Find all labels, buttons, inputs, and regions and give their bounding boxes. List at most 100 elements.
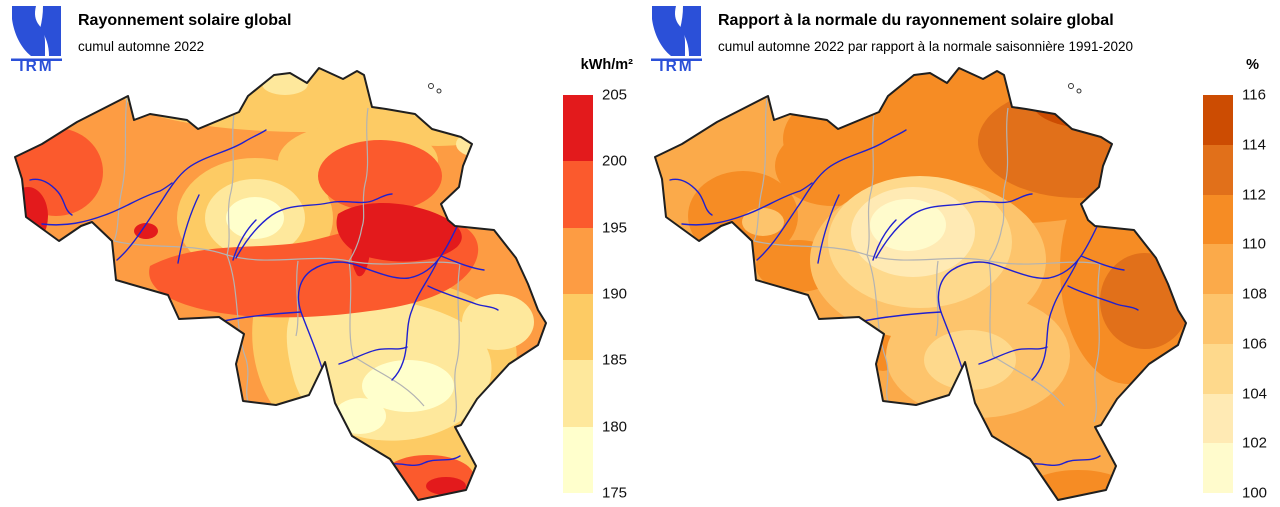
legend-swatch [1203, 244, 1233, 294]
solar-radiation-panel: IRM Rayonnement solaire global cumul aut… [11, 6, 633, 502]
province-border [295, 260, 299, 337]
province-border [226, 254, 249, 403]
page-subtitle-right: cumul automne 2022 par rapport à la norm… [718, 39, 1134, 54]
map-zone [426, 477, 466, 495]
irm-logo-right-shape [40, 6, 61, 56]
province-border [361, 107, 369, 228]
river-line [669, 178, 713, 216]
province-border [348, 226, 363, 262]
country-outline [14, 67, 547, 501]
river-line [817, 194, 840, 264]
irm-logo-left-shape [652, 6, 685, 56]
river-line [427, 285, 499, 311]
province-border [113, 240, 461, 265]
belgium-map-radiation-anomaly [654, 67, 1187, 501]
legend-tick-label: 104 [1242, 385, 1268, 402]
legend-tick-label: 100 [1242, 484, 1268, 502]
belgium-map-solar-radiation [14, 67, 547, 501]
legend-tick-label: 195 [602, 219, 628, 237]
map-zone [318, 140, 442, 212]
radiation-anomaly-panel: IRM Rapport à la normale du rayonnement … [640, 0, 1280, 507]
enclave-dot [1076, 88, 1082, 94]
legend-tick-label: 200 [602, 152, 628, 170]
province-border [866, 113, 875, 256]
irm-logo-left-shape [12, 6, 45, 56]
map-zone [362, 360, 454, 412]
legend-color-bar [563, 95, 593, 493]
province-border [753, 240, 1101, 265]
irm-logo: IRM [11, 6, 62, 72]
province-border [753, 97, 768, 242]
map-fill-zones [655, 68, 1186, 500]
province-border [453, 263, 461, 423]
enclave-dot [436, 88, 442, 94]
map-zone [134, 223, 158, 239]
river-line [1080, 255, 1125, 271]
map-zone [15, 187, 48, 245]
province-border [113, 97, 128, 242]
river-line [756, 129, 907, 261]
legend-tick-label: 114 [1242, 136, 1266, 154]
legend-tick-label: 106 [1242, 335, 1268, 353]
river-line [29, 178, 73, 216]
river-line [177, 194, 200, 264]
legend-tick-label: 110 [1242, 235, 1266, 253]
map-zone [947, 412, 979, 436]
river-line [681, 182, 813, 226]
map-zone [15, 128, 103, 216]
river-line [872, 219, 897, 261]
legend-swatch [563, 360, 593, 427]
enclave-dot [428, 83, 434, 89]
country-outline [654, 67, 1187, 501]
legend-swatch [1203, 194, 1233, 245]
river-line [41, 182, 173, 226]
legend-tick-label: 116 [1242, 86, 1266, 104]
river-line [440, 255, 485, 271]
legend-swatch [563, 95, 593, 162]
irm-logo-text: IRM [19, 58, 53, 72]
province-border [988, 260, 994, 357]
enclave-dot [1068, 83, 1074, 89]
province-border [992, 355, 1065, 407]
map-zone [924, 330, 1016, 390]
map-zone [262, 73, 308, 95]
right-titles: Rapport à la normale du rayonnement sola… [718, 12, 1133, 54]
map-zone [462, 294, 534, 350]
river-line [1031, 259, 1079, 381]
map-zone [226, 197, 284, 239]
legend-swatch [1203, 95, 1233, 145]
river-line [338, 346, 408, 365]
map-zone [742, 208, 784, 236]
legend-swatch [1203, 144, 1233, 195]
map-zone [336, 202, 462, 262]
legend-tick-label: 190 [602, 285, 628, 303]
river-line [232, 219, 257, 261]
legend-tick-label: 205 [602, 86, 628, 104]
river-line [978, 346, 1048, 365]
river-line [1067, 285, 1139, 311]
river-line [235, 193, 393, 259]
map-zone [1032, 470, 1124, 500]
legend-swatch [563, 161, 593, 228]
irm-logo-rule [11, 58, 62, 61]
irm-logo-rule [651, 58, 702, 61]
left-titles: Rayonnement solaire global cumul automne… [78, 12, 291, 54]
province-border [226, 113, 235, 256]
legend-swatch [1203, 294, 1233, 344]
river-line [391, 259, 439, 381]
legend-swatch [563, 293, 593, 361]
legend-swatch [563, 227, 593, 294]
page-title-left: Rayonnement solaire global [78, 12, 292, 29]
irm-logo: IRM [651, 6, 702, 72]
province-border [348, 260, 354, 357]
map-zone [775, 126, 891, 206]
river-line [875, 193, 1033, 259]
legend-color-bar [1203, 95, 1233, 493]
river-line [116, 129, 267, 261]
page-subtitle-left: cumul automne 2022 [78, 39, 205, 54]
province-border [352, 355, 425, 407]
legend-swatch [1203, 343, 1233, 394]
province-border [988, 226, 1003, 262]
legend-swatch [1203, 393, 1233, 444]
legend-tick-label: 175 [602, 484, 628, 502]
